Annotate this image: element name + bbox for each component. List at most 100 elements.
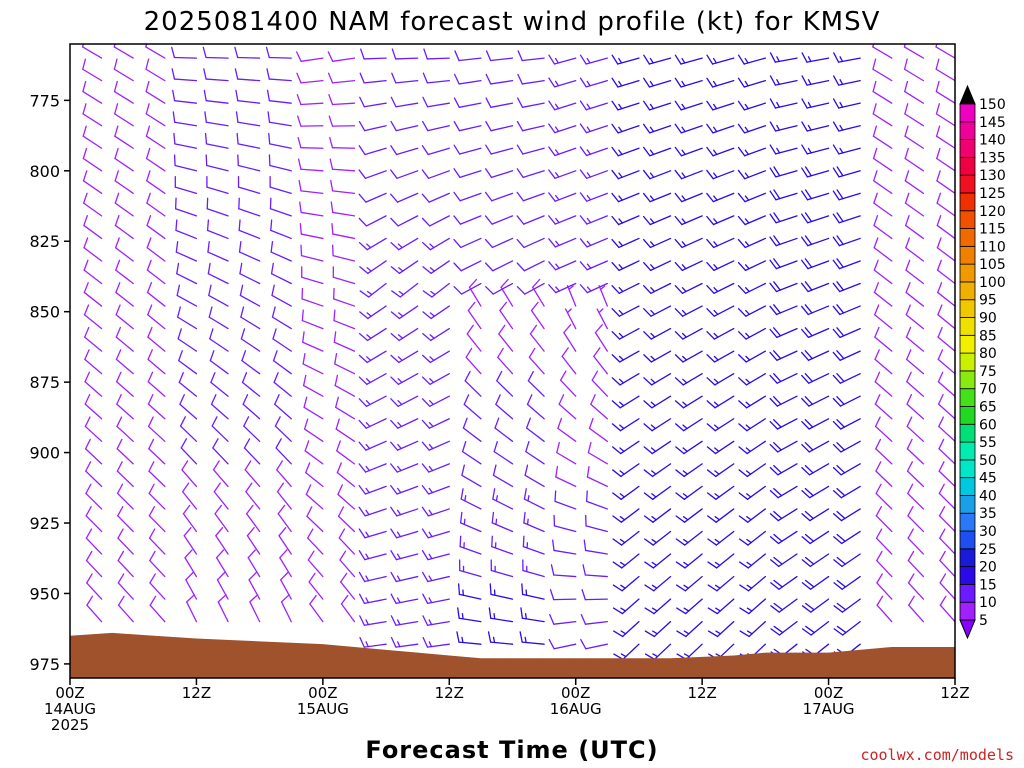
barb-full-flag xyxy=(54,484,59,493)
barb-half-flag xyxy=(365,619,369,626)
barb-staff xyxy=(873,180,893,194)
barb-full-flag xyxy=(642,123,651,134)
barb-staff xyxy=(490,79,514,85)
barb-staff xyxy=(775,260,798,270)
wind-barb xyxy=(833,508,861,522)
barb-full-flag xyxy=(833,536,843,545)
wind-barb xyxy=(485,97,514,108)
barb-half-flag xyxy=(839,124,844,131)
barb-staff xyxy=(333,341,356,352)
barb-staff xyxy=(206,229,229,240)
barb-half-flag xyxy=(526,518,529,526)
wind-barb xyxy=(391,282,419,298)
x-tick-label: 12Z xyxy=(182,684,211,702)
wind-barb xyxy=(421,169,450,179)
barb-staff xyxy=(333,319,356,330)
wind-barb xyxy=(707,575,735,592)
barb-full-flag xyxy=(552,539,555,552)
barb-staff xyxy=(876,559,893,578)
barb-staff xyxy=(775,305,798,316)
wind-barb xyxy=(421,484,450,495)
barb-half-flag xyxy=(555,172,560,178)
barb-staff xyxy=(205,143,229,149)
barb-staff xyxy=(147,403,166,420)
wind-barb xyxy=(548,77,577,88)
barb-half-flag xyxy=(744,57,749,64)
barb-staff xyxy=(210,403,229,420)
barb-staff xyxy=(185,579,198,600)
barb-full-flag xyxy=(906,416,913,428)
barb-half-flag xyxy=(366,334,372,339)
barb-full-flag xyxy=(51,37,53,47)
wind-barb xyxy=(359,305,387,320)
barb-full-flag xyxy=(360,48,365,60)
y-tick-label: 825 xyxy=(29,232,60,251)
wind-barb xyxy=(176,284,198,307)
wind-barb xyxy=(82,103,103,127)
wind-barb xyxy=(85,528,103,555)
wind-barb xyxy=(557,417,577,442)
barb-staff xyxy=(525,427,545,442)
barb-staff xyxy=(460,282,482,295)
credit-link[interactable]: coolwx.com/models xyxy=(860,746,1014,764)
barb-half-flag xyxy=(681,80,686,87)
barb-full-flag xyxy=(82,103,87,115)
barb-staff xyxy=(776,418,798,430)
wind-barb xyxy=(332,266,356,285)
wind-barb xyxy=(212,438,229,465)
wind-barb xyxy=(453,215,482,225)
barb-full-flag xyxy=(770,628,781,636)
barb-full-flag xyxy=(773,602,784,611)
y-tick-label: 900 xyxy=(29,444,60,463)
barb-half-flag xyxy=(714,470,720,475)
barb-staff xyxy=(682,350,703,363)
barb-full-flag xyxy=(359,290,370,298)
barb-staff xyxy=(523,237,545,249)
barb-staff xyxy=(147,314,166,330)
barb-full-flag xyxy=(359,636,365,648)
barb-half-flag xyxy=(365,641,369,648)
barb-staff xyxy=(524,474,545,488)
wind-barb xyxy=(561,347,577,375)
barb-full-flag xyxy=(773,487,783,497)
barb-full-flag xyxy=(773,212,781,223)
wind-barb xyxy=(935,80,955,104)
wind-barb xyxy=(706,146,735,157)
wind-barb xyxy=(522,535,545,555)
wind-barb xyxy=(85,483,103,510)
barb-full-flag xyxy=(773,419,782,428)
barb-full-flag xyxy=(453,97,460,108)
barb-staff xyxy=(461,474,482,488)
colorbar-segment xyxy=(959,495,976,514)
barb-staff xyxy=(838,260,861,270)
barb-staff xyxy=(905,291,925,307)
barb-full-flag xyxy=(643,492,654,500)
barb-full-flag xyxy=(358,145,366,156)
barb-staff xyxy=(268,78,292,82)
barb-staff xyxy=(114,135,134,149)
barb-full-flag xyxy=(453,144,461,155)
wind-barb xyxy=(333,331,356,352)
wind-barb xyxy=(674,282,703,294)
wind-barb xyxy=(579,282,608,294)
barb-staff xyxy=(177,316,198,330)
barb-half-flag xyxy=(618,332,624,338)
barb-full-flag xyxy=(272,328,277,340)
wind-barb xyxy=(239,284,261,307)
wind-barb xyxy=(339,550,356,578)
barb-full-flag xyxy=(329,158,334,170)
barb-full-flag xyxy=(276,460,283,471)
barb-full-flag xyxy=(644,607,655,615)
colorbar-label: 65 xyxy=(979,399,997,415)
barb-full-flag xyxy=(461,440,467,453)
barb-half-flag xyxy=(586,149,591,155)
barb-full-flag xyxy=(532,278,541,288)
barb-staff xyxy=(936,157,955,172)
wind-barb xyxy=(516,120,545,132)
barb-half-flag xyxy=(713,424,720,430)
wind-barb xyxy=(939,595,955,623)
barb-full-flag xyxy=(801,190,809,201)
barb-full-flag xyxy=(836,189,844,200)
y-tick-label: 800 xyxy=(29,162,60,181)
wind-barb xyxy=(495,394,514,420)
